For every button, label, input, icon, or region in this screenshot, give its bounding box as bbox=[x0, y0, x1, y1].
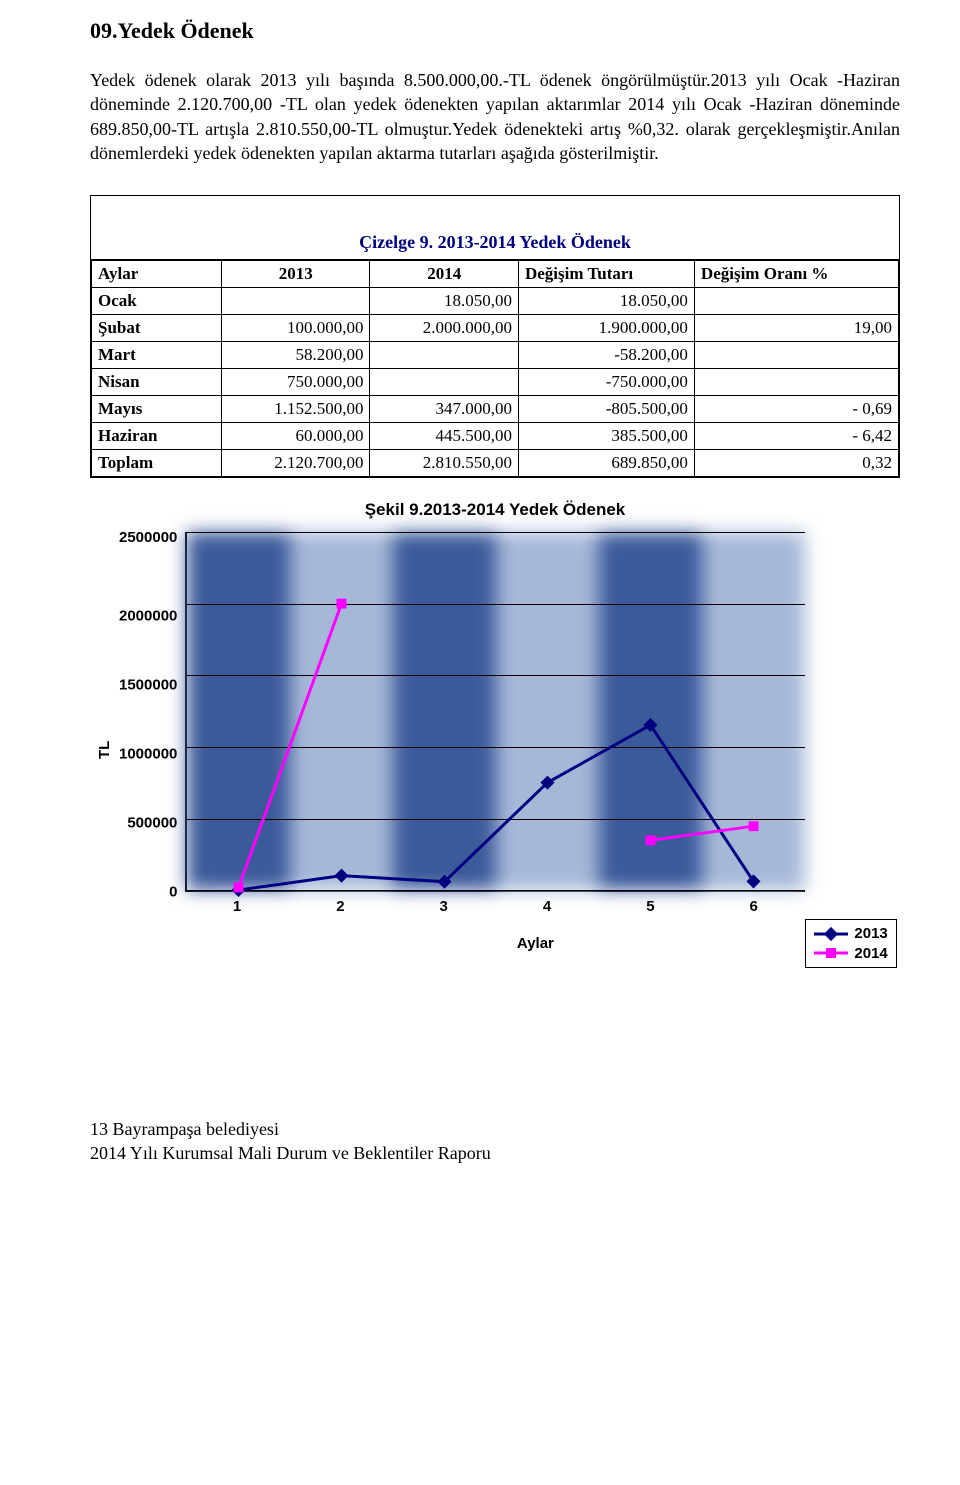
y-tick: 2000000 bbox=[119, 609, 177, 624]
cell-2014: 347.000,00 bbox=[370, 396, 518, 423]
footer-line1: Bayrampaşa belediyesi bbox=[113, 1119, 279, 1139]
col-2014: 2014 bbox=[370, 261, 518, 288]
footer-page-number: 13 bbox=[90, 1119, 108, 1139]
cell-diff: 1.900.000,00 bbox=[518, 315, 694, 342]
x-tick: 6 bbox=[702, 898, 805, 915]
table-row: Mayıs1.152.500,00347.000,00-805.500,00- … bbox=[92, 396, 899, 423]
chart: TL 2500000 2000000 1500000 1000000 500000 0 1… bbox=[90, 532, 900, 968]
chart-line bbox=[239, 604, 754, 888]
cell-2014: 445.500,00 bbox=[370, 423, 518, 450]
x-tick: 5 bbox=[599, 898, 702, 915]
chart-marker bbox=[337, 599, 347, 609]
chart-line bbox=[239, 725, 754, 890]
cell-2013 bbox=[222, 288, 370, 315]
cell-pct bbox=[694, 342, 898, 369]
table-row: Ocak 18.050,0018.050,00 bbox=[92, 288, 899, 315]
y-tick: 1500000 bbox=[119, 678, 177, 693]
x-tick: 2 bbox=[289, 898, 392, 915]
cell-2014: 18.050,00 bbox=[370, 288, 518, 315]
cell-pct bbox=[694, 369, 898, 396]
y-tick: 1000000 bbox=[119, 747, 177, 762]
chart-marker bbox=[646, 836, 656, 846]
table-row: Haziran60.000,00445.500,00385.500,00- 6,… bbox=[92, 423, 899, 450]
cell-2014 bbox=[370, 369, 518, 396]
chart-title: Şekil 9.2013-2014 Yedek Ödenek bbox=[90, 500, 900, 520]
legend-item-2013: 2013 bbox=[814, 924, 887, 944]
cell-2014: 2.810.550,00 bbox=[370, 450, 518, 477]
cell-diff: 689.850,00 bbox=[518, 450, 694, 477]
cell-2013: 2.120.700,00 bbox=[222, 450, 370, 477]
legend-item-2014: 2014 bbox=[814, 944, 887, 964]
cell-2013: 60.000,00 bbox=[222, 423, 370, 450]
cell-pct: - 6,42 bbox=[694, 423, 898, 450]
chart-plot-area bbox=[185, 532, 805, 892]
x-axis-label: Aylar bbox=[185, 935, 805, 952]
col-aylar: Aylar bbox=[92, 261, 222, 288]
row-label: Nisan bbox=[92, 369, 222, 396]
cell-pct: - 0,69 bbox=[694, 396, 898, 423]
data-table: Aylar 2013 2014 Değişim Tutarı Değişim O… bbox=[91, 260, 899, 477]
chart-series bbox=[187, 532, 805, 890]
page-footer: 13 Bayrampaşa belediyesi 2014 Yılı Kurum… bbox=[90, 1118, 900, 1165]
table-row: Toplam2.120.700,002.810.550,00689.850,00… bbox=[92, 450, 899, 477]
chart-legend: 2013 2014 bbox=[805, 919, 896, 968]
col-pct: Değişim Oranı % bbox=[694, 261, 898, 288]
table-caption: Çizelge 9. 2013-2014 Yedek Ödenek bbox=[359, 232, 631, 253]
cell-diff: -750.000,00 bbox=[518, 369, 694, 396]
cell-2014 bbox=[370, 342, 518, 369]
col-2013: 2013 bbox=[222, 261, 370, 288]
cell-diff: 18.050,00 bbox=[518, 288, 694, 315]
y-tick: 500000 bbox=[127, 816, 177, 831]
y-tick: 2500000 bbox=[119, 530, 177, 545]
y-axis-label: TL bbox=[90, 532, 119, 968]
row-label: Mart bbox=[92, 342, 222, 369]
x-tick: 3 bbox=[392, 898, 495, 915]
x-axis-ticks: 123456 bbox=[185, 892, 805, 915]
cell-pct bbox=[694, 288, 898, 315]
legend-label-2014: 2014 bbox=[854, 944, 887, 964]
row-label: Haziran bbox=[92, 423, 222, 450]
table-row: Nisan750.000,00 -750.000,00 bbox=[92, 369, 899, 396]
cell-2013: 100.000,00 bbox=[222, 315, 370, 342]
x-tick: 1 bbox=[185, 898, 288, 915]
cell-2013: 750.000,00 bbox=[222, 369, 370, 396]
x-tick: 4 bbox=[495, 898, 598, 915]
table-row: Mart58.200,00 -58.200,00 bbox=[92, 342, 899, 369]
footer-line2: 2014 Yılı Kurumsal Mali Durum ve Beklent… bbox=[90, 1143, 491, 1163]
section-title: 09.Yedek Ödenek bbox=[90, 18, 900, 44]
section-paragraph: Yedek ödenek olarak 2013 yılı başında 8.… bbox=[90, 68, 900, 165]
legend-label-2013: 2013 bbox=[854, 924, 887, 944]
col-diff: Değişim Tutarı bbox=[518, 261, 694, 288]
row-label: Mayıs bbox=[92, 396, 222, 423]
y-tick: 0 bbox=[169, 885, 177, 900]
cell-2013: 1.152.500,00 bbox=[222, 396, 370, 423]
data-table-container: Çizelge 9. 2013-2014 Yedek Ödenek Aylar … bbox=[90, 195, 900, 478]
y-axis-ticks: 25000002000000150000010000005000000 bbox=[119, 532, 185, 892]
row-label: Toplam bbox=[92, 450, 222, 477]
chart-marker bbox=[749, 821, 759, 831]
table-row: Şubat100.000,002.000.000,001.900.000,001… bbox=[92, 315, 899, 342]
chart-marker bbox=[335, 869, 349, 883]
row-label: Ocak bbox=[92, 288, 222, 315]
table-header-row: Aylar 2013 2014 Değişim Tutarı Değişim O… bbox=[92, 261, 899, 288]
cell-diff: -58.200,00 bbox=[518, 342, 694, 369]
cell-diff: -805.500,00 bbox=[518, 396, 694, 423]
cell-pct: 19,00 bbox=[694, 315, 898, 342]
cell-2014: 2.000.000,00 bbox=[370, 315, 518, 342]
cell-pct: 0,32 bbox=[694, 450, 898, 477]
row-label: Şubat bbox=[92, 315, 222, 342]
cell-diff: 385.500,00 bbox=[518, 423, 694, 450]
chart-marker bbox=[234, 883, 244, 893]
cell-2013: 58.200,00 bbox=[222, 342, 370, 369]
